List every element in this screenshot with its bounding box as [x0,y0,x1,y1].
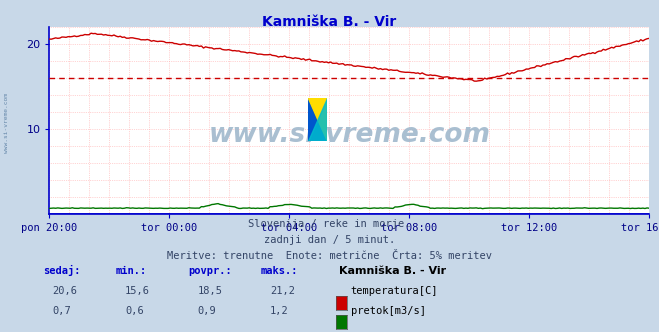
Text: Kamniška B. - Vir: Kamniška B. - Vir [339,266,447,276]
Polygon shape [308,98,327,141]
Text: min.:: min.: [115,266,146,276]
Text: sedaj:: sedaj: [43,265,80,276]
Polygon shape [308,98,327,141]
Text: 21,2: 21,2 [270,287,295,296]
Text: www.si-vreme.com: www.si-vreme.com [4,93,9,153]
Text: 18,5: 18,5 [198,287,223,296]
Text: 0,7: 0,7 [53,306,71,316]
Text: Kamniška B. - Vir: Kamniška B. - Vir [262,15,397,29]
Text: 15,6: 15,6 [125,287,150,296]
Text: www.si-vreme.com: www.si-vreme.com [208,123,490,148]
Polygon shape [308,98,327,141]
Text: zadnji dan / 5 minut.: zadnji dan / 5 minut. [264,235,395,245]
Text: 0,9: 0,9 [198,306,216,316]
Text: 1,2: 1,2 [270,306,289,316]
Text: Slovenija / reke in morje.: Slovenija / reke in morje. [248,219,411,229]
Text: maks.:: maks.: [260,266,298,276]
Text: 20,6: 20,6 [53,287,78,296]
Text: Meritve: trenutne  Enote: metrične  Črta: 5% meritev: Meritve: trenutne Enote: metrične Črta: … [167,251,492,261]
Text: 0,6: 0,6 [125,306,144,316]
Text: povpr.:: povpr.: [188,266,231,276]
Text: pretok[m3/s]: pretok[m3/s] [351,306,426,316]
Text: temperatura[C]: temperatura[C] [351,287,438,296]
